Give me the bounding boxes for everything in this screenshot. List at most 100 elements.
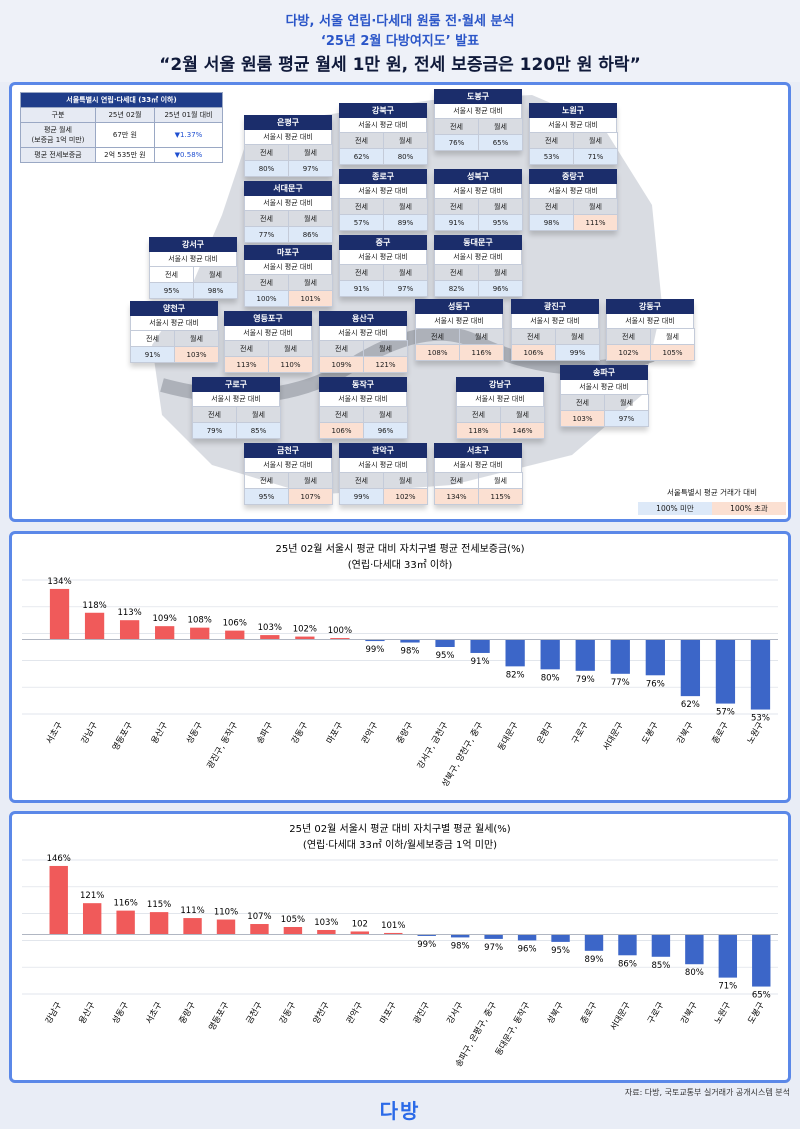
jeonse-value: 95% bbox=[244, 488, 289, 505]
district-name: 광진구 bbox=[511, 299, 599, 314]
col-jeonse-label: 전세 bbox=[415, 328, 460, 345]
district-name: 종로구 bbox=[339, 169, 427, 184]
col-wolse-label: 월세 bbox=[288, 144, 333, 161]
col-jeonse-label: 전세 bbox=[339, 472, 384, 489]
bar bbox=[149, 912, 169, 935]
header: 다방, 서울 연립·다세대 원룸 전·월세 분석 ‘25년 2월 다방여지도’ … bbox=[0, 0, 800, 82]
bar bbox=[82, 903, 102, 935]
bar bbox=[183, 918, 202, 935]
col-jeonse-label: 전세 bbox=[529, 198, 574, 215]
data-label: 109% bbox=[153, 614, 177, 624]
data-label: 80% bbox=[541, 673, 560, 683]
summary-row-label: 평균 전세보증금 bbox=[20, 147, 96, 163]
col-wolse-label: 월세 bbox=[555, 328, 600, 345]
bar bbox=[216, 919, 236, 935]
district-name: 노원구 bbox=[529, 103, 617, 118]
district-name: 용산구 bbox=[319, 311, 407, 326]
category-label: 강동구 bbox=[289, 720, 310, 746]
district-card: 종로구 서울시 평균 대비 전세 월세 57% 89% bbox=[339, 169, 428, 231]
district-subtitle: 서울시 평균 대비 bbox=[192, 392, 280, 406]
legend-low: 100% 미만 bbox=[638, 502, 712, 515]
wolse-value: 107% bbox=[288, 488, 333, 505]
category-label: 종로구 bbox=[711, 720, 731, 745]
bar bbox=[384, 932, 403, 935]
bar bbox=[435, 639, 455, 647]
jeonse-value: 80% bbox=[244, 160, 289, 177]
district-card: 동작구 서울시 평균 대비 전세 월세 106% 96% bbox=[319, 377, 408, 439]
summary-row-change: ▼1.37% bbox=[153, 122, 224, 148]
district-card: 구로구 서울시 평균 대비 전세 월세 79% 85% bbox=[192, 377, 281, 439]
data-label: 98% bbox=[451, 941, 470, 951]
legend-title: 서울특별시 평균 거래가 대비 bbox=[667, 488, 757, 497]
dabang-logo: 다방 bbox=[379, 1099, 421, 1123]
bar bbox=[49, 865, 68, 935]
col-wolse-label: 월세 bbox=[478, 264, 523, 281]
district-subtitle: 서울시 평균 대비 bbox=[244, 130, 332, 144]
data-label: 62% bbox=[681, 700, 700, 710]
bar bbox=[365, 639, 385, 642]
category-label: 송파구 bbox=[255, 720, 275, 745]
col-jeonse-label: 전세 bbox=[606, 328, 651, 345]
category-label: 성동구 bbox=[111, 1000, 131, 1025]
jeonse-value: 82% bbox=[434, 280, 479, 297]
data-label: 97% bbox=[484, 943, 503, 953]
district-card: 강북구 서울시 평균 대비 전세 월세 62% 80% bbox=[339, 103, 428, 165]
data-label: 79% bbox=[576, 675, 595, 685]
bar bbox=[317, 929, 336, 935]
category-label: 중랑구 bbox=[177, 1000, 198, 1026]
bar bbox=[517, 934, 537, 941]
chart-title: 25년 02월 서울시 평균 대비 자치구별 평균 월세(%) bbox=[289, 823, 511, 835]
category-label: 중랑구 bbox=[394, 720, 415, 746]
district-card: 중랑구 서울시 평균 대비 전세 월세 98% 111% bbox=[529, 169, 618, 231]
jeonse-value: 102% bbox=[606, 344, 651, 361]
category-label: 양천구 bbox=[311, 1000, 332, 1026]
district-name: 동대문구 bbox=[434, 235, 522, 250]
data-label: 76% bbox=[646, 679, 665, 689]
district-card: 금천구 서울시 평균 대비 전세 월세 95% 107% bbox=[244, 443, 333, 505]
wolse-value: 105% bbox=[650, 344, 695, 361]
bar bbox=[610, 639, 630, 674]
district-card: 송파구 서울시 평균 대비 전세 월세 103% 97% bbox=[560, 365, 649, 427]
category-label: 동대문구, 동작구 bbox=[493, 1000, 533, 1058]
category-label: 구로구 bbox=[570, 720, 590, 745]
col-jeonse-label: 전세 bbox=[192, 406, 237, 423]
map-panel: 서울특별시 연립·다세대 (33㎡ 이하) 구분 25년 02월 25년 01월… bbox=[9, 82, 791, 522]
col-jeonse-label: 전세 bbox=[244, 210, 289, 227]
category-label: 관악구 bbox=[359, 720, 380, 746]
district-subtitle: 서울시 평균 대비 bbox=[434, 104, 522, 118]
wolse-value: 97% bbox=[288, 160, 333, 177]
category-label: 은평구 bbox=[535, 720, 556, 746]
district-name: 마포구 bbox=[244, 245, 332, 260]
summary-row-value: 67만 원 bbox=[94, 122, 155, 148]
bar bbox=[584, 934, 604, 951]
data-label: 99% bbox=[365, 645, 384, 655]
district-subtitle: 서울시 평균 대비 bbox=[339, 250, 427, 264]
category-label: 용산구 bbox=[149, 720, 170, 746]
data-label: 110% bbox=[214, 908, 238, 918]
summary-table: 서울특별시 연립·다세대 (33㎡ 이하) 구분 25년 02월 25년 01월… bbox=[20, 92, 224, 163]
bar bbox=[575, 639, 595, 671]
col-jeonse-label: 전세 bbox=[224, 340, 269, 357]
col-wolse-label: 월세 bbox=[383, 472, 428, 489]
data-label: 95% bbox=[436, 651, 455, 661]
wolse-value: 103% bbox=[174, 346, 219, 363]
jeonse-value: 106% bbox=[511, 344, 556, 361]
data-label: 121% bbox=[80, 891, 104, 901]
col-jeonse-label: 전세 bbox=[434, 472, 479, 489]
category-label: 강서구 bbox=[445, 1000, 466, 1026]
bar bbox=[190, 627, 210, 640]
category-label: 마포구 bbox=[325, 720, 345, 745]
summary-header: 25년 02월 bbox=[94, 107, 155, 123]
data-label: 53% bbox=[751, 714, 770, 724]
jeonse-value: 113% bbox=[224, 356, 269, 373]
data-label: 103% bbox=[314, 918, 338, 928]
bar bbox=[715, 639, 736, 704]
col-wolse-label: 월세 bbox=[573, 198, 618, 215]
bar bbox=[330, 638, 350, 640]
category-label: 강동구 bbox=[277, 1000, 298, 1026]
bar bbox=[283, 927, 303, 935]
bar bbox=[651, 934, 671, 957]
bar bbox=[350, 931, 370, 935]
district-card: 성북구 서울시 평균 대비 전세 월세 91% 95% bbox=[434, 169, 523, 231]
jeonse-value: 53% bbox=[529, 148, 574, 165]
